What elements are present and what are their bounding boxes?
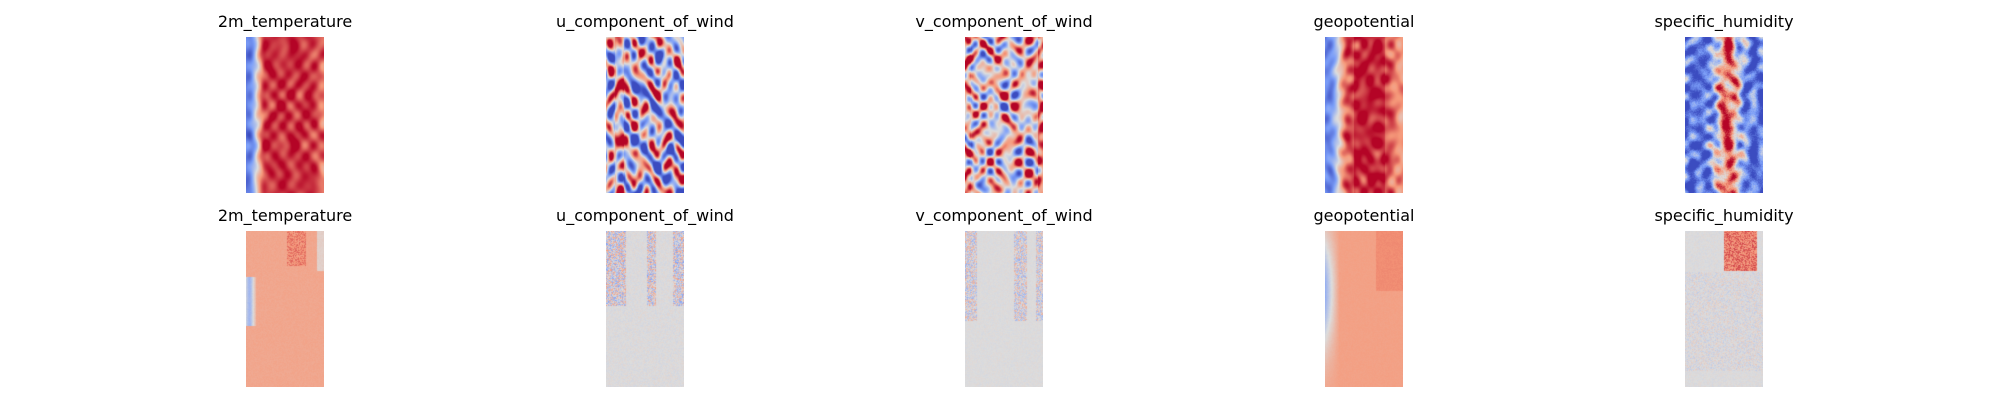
panel-title-top-4: geopotential (1313, 12, 1415, 31)
heatmap-bottom-v-component-of-wind (965, 231, 1043, 387)
panel-title-bottom-4: geopotential (1313, 206, 1415, 225)
heatmap-top-specific-humidity (1685, 37, 1763, 193)
heatmap-top-geopotential (1325, 37, 1403, 193)
heatmap-bottom-geopotential (1325, 231, 1403, 387)
panel-title-top-2: u_component_of_wind (556, 12, 734, 31)
heatmap-bottom-specific-humidity (1685, 231, 1763, 387)
heatmap-bottom-u-component-of-wind (606, 231, 684, 387)
panel-title-bottom-2: u_component_of_wind (556, 206, 734, 225)
panel-title-bottom-5: specific_humidity (1654, 206, 1794, 225)
panel-title-top-3: v_component_of_wind (915, 12, 1093, 31)
panel-title-top-1: 2m_temperature (217, 12, 353, 31)
heatmap-bottom-2m-temperature (246, 231, 324, 387)
panel-title-top-5: specific_humidity (1654, 12, 1794, 31)
heatmap-top-2m-temperature (246, 37, 324, 193)
panel-title-bottom-1: 2m_temperature (217, 206, 353, 225)
panel-title-bottom-3: v_component_of_wind (915, 206, 1093, 225)
heatmap-top-v-component-of-wind (965, 37, 1043, 193)
heatmap-top-u-component-of-wind (606, 37, 684, 193)
